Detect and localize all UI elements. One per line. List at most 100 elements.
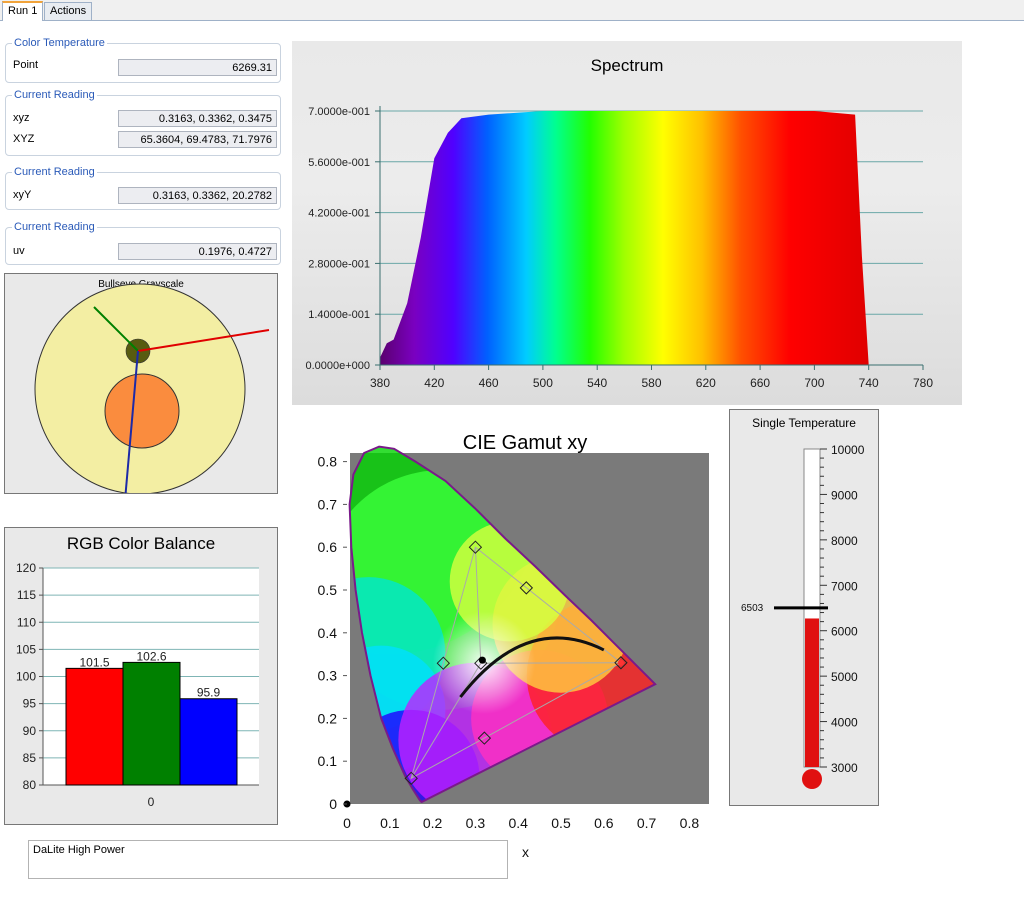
uv-label: uv <box>13 245 25 257</box>
rgb-balance-title: RGB Color Balance <box>66 534 216 553</box>
rgb-x-tick-label: 0 <box>148 795 155 809</box>
thermometer-tick-label: 3000 <box>831 761 858 775</box>
cie-y-tick-label: 0.2 <box>318 710 338 726</box>
bullseye-green-vector <box>93 306 139 352</box>
spectrum-area <box>380 111 869 365</box>
cie-x-tick-label: 0.8 <box>680 815 700 831</box>
thermometer-tick-label: 9000 <box>831 488 858 502</box>
xyY-value: 0.3163, 0.3362, 20.2782 <box>118 187 277 204</box>
cie-secondary-target <box>477 731 492 745</box>
group-title: Color Temperature <box>12 37 107 49</box>
thermometer-tick-label: 7000 <box>831 579 858 593</box>
cie-x-axis-label: x <box>522 844 529 860</box>
bullseye-inner-ring <box>104 373 180 449</box>
cie-gamut-triangle <box>410 546 622 780</box>
bullseye-panel: Bullseye Grayscale <box>4 273 278 494</box>
cie-y-tick-label: 0 <box>329 796 337 812</box>
thermometer-bulb <box>802 769 822 789</box>
tab-actions[interactable]: Actions <box>44 2 93 20</box>
spectrum-x-tick-label: 500 <box>533 376 553 390</box>
spectrum-x-tick-label: 700 <box>804 376 824 390</box>
spectrum-x-tick-label: 780 <box>913 376 933 390</box>
thermometer-fill <box>805 618 819 767</box>
rgb-bar <box>122 661 181 786</box>
cie-gamut-axis-line <box>410 662 482 779</box>
spectrum-y-tick-label: 4.2000e-001 <box>308 208 370 220</box>
cie-secondary-target <box>436 656 451 670</box>
cie-chart: 0 0.1 0.2 0.3 0.4 0.5 0.6 0.7 0.8 0 0.1 0.2 0.3 0.4 0.… <box>318 445 709 860</box>
rgb-bar-value-label: 95.9 <box>197 686 221 700</box>
cie-y-tick-label: 0.5 <box>318 582 338 598</box>
single-temperature-title: Single Temperature <box>752 416 856 430</box>
spectrum-x-tick-label: 620 <box>696 376 716 390</box>
spectrum-y-tick-label: 5.6000e-001 <box>308 157 370 169</box>
xyY-reading-group: Current Reading xyY 0.3163, 0.3362, 20.2… <box>5 166 281 210</box>
device-name-field[interactable]: DaLite High Power <box>28 840 508 879</box>
thermometer: 10000 9000 8000 7000 6000 5000 4000 3000 6503 <box>741 443 865 789</box>
single-temperature-panel: Single Temperature 10000 9000 8000 7000 6000… <box>729 409 879 806</box>
cie-gamut-axis-line <box>474 547 482 664</box>
thermometer-tick-label: 6000 <box>831 625 858 639</box>
xyz-label: xyz <box>13 112 30 124</box>
group-title: Current Reading <box>12 89 97 101</box>
cie-y-tick-label: 0.3 <box>318 668 338 684</box>
tab-run-1[interactable]: Run 1 <box>2 1 44 21</box>
thermometer-tick-label: 8000 <box>831 534 858 548</box>
spectrum-y-tick-label: 2.8000e-001 <box>308 258 370 270</box>
cie-title: CIE Gamut xy <box>462 432 588 454</box>
point-value: 6269.31 <box>118 59 277 76</box>
uv-value: 0.1976, 0.4727 <box>118 243 277 260</box>
rgb-bar <box>65 667 124 786</box>
cie-x-tick-label: 0.1 <box>380 815 400 831</box>
tab-bar: Run 1 Actions <box>0 0 1024 21</box>
spectrum-chart: 0.0000e+000 1.4000e-001 2.8000e-001 4.2000e… <box>305 106 933 390</box>
rgb-y-tick-label: 85 <box>23 751 37 765</box>
cie-measured-point <box>478 656 486 664</box>
XYZ-label: XYZ <box>13 133 35 145</box>
rgb-balance-panel: RGB Color Balance 120 115 110 105 100 95 90 85 8… <box>4 527 278 825</box>
spectrum-title: Spectrum <box>590 56 664 75</box>
xyz-value: 0.3163, 0.3362, 0.3475 <box>118 110 277 127</box>
uv-reading-group: Current Reading uv 0.1976, 0.4727 <box>5 221 281 265</box>
bullseye-blue-vector <box>124 350 139 493</box>
point-label: Point <box>13 59 39 71</box>
XYZ-value: 65.3604, 69.4783, 71.7976 <box>118 131 277 148</box>
spectrum-x-tick-label: 660 <box>750 376 770 390</box>
cie-blackbody-locus <box>459 636 605 698</box>
xyY-label: xyY <box>13 189 32 201</box>
xyz-reading-group: Current Reading xyz 0.3163, 0.3362, 0.34… <box>5 89 281 156</box>
thermometer-tick-label: 10000 <box>831 443 865 457</box>
spectrum-x-tick-label: 740 <box>859 376 879 390</box>
cie-x-tick-label: 0.5 <box>551 815 571 831</box>
bullseye-chart <box>34 283 270 493</box>
thermometer-target-label: 6503 <box>741 603 764 614</box>
rgb-y-tick-label: 90 <box>23 724 37 738</box>
spectrum-y-tick-label: 1.4000e-001 <box>308 309 370 321</box>
cie-y-tick-label: 0.8 <box>318 454 338 470</box>
cie-y-tick-label: 0.1 <box>318 753 338 769</box>
cie-primary-target <box>404 771 418 786</box>
spectrum-x-tick-label: 580 <box>641 376 661 390</box>
cie-x-tick-label: 0.2 <box>423 815 443 831</box>
spectrum-panel: Spectrum 0.0000e+000 1.4000e-001 2.8000e-0… <box>292 41 962 405</box>
rgb-y-tick-label: 120 <box>16 561 36 575</box>
spectrum-x-tick-label: 420 <box>424 376 444 390</box>
rgb-bar-value-label: 101.5 <box>79 655 109 669</box>
group-title: Current Reading <box>12 221 97 233</box>
rgb-balance-chart: 120 115 110 105 100 95 90 85 80 101.5 102.6 95.9 0 <box>16 561 259 809</box>
rgb-y-tick-label: 80 <box>23 778 37 792</box>
group-title: Current Reading <box>12 166 97 178</box>
thermometer-tick-label: 4000 <box>831 716 858 730</box>
cie-y-tick-label: 0.6 <box>318 539 338 555</box>
rgb-y-tick-label: 100 <box>16 670 36 684</box>
cie-red-measured-point <box>617 659 624 666</box>
thermometer-tick-label: 5000 <box>831 670 858 684</box>
cie-panel: CIE Gamut xy 0 0.1 0.2 0.3 0.4 0.5 0.6 0.7 0.8 0 0… <box>300 428 720 868</box>
cie-x-tick-label: 0.7 <box>637 815 657 831</box>
rgb-y-tick-label: 95 <box>23 697 37 711</box>
cie-x-tick-label: 0.3 <box>466 815 486 831</box>
cie-secondary-target <box>519 581 534 595</box>
spectrum-x-tick-label: 540 <box>587 376 607 390</box>
bullseye-red-vector <box>137 329 270 352</box>
cie-x-tick-label: 0.4 <box>508 815 528 831</box>
